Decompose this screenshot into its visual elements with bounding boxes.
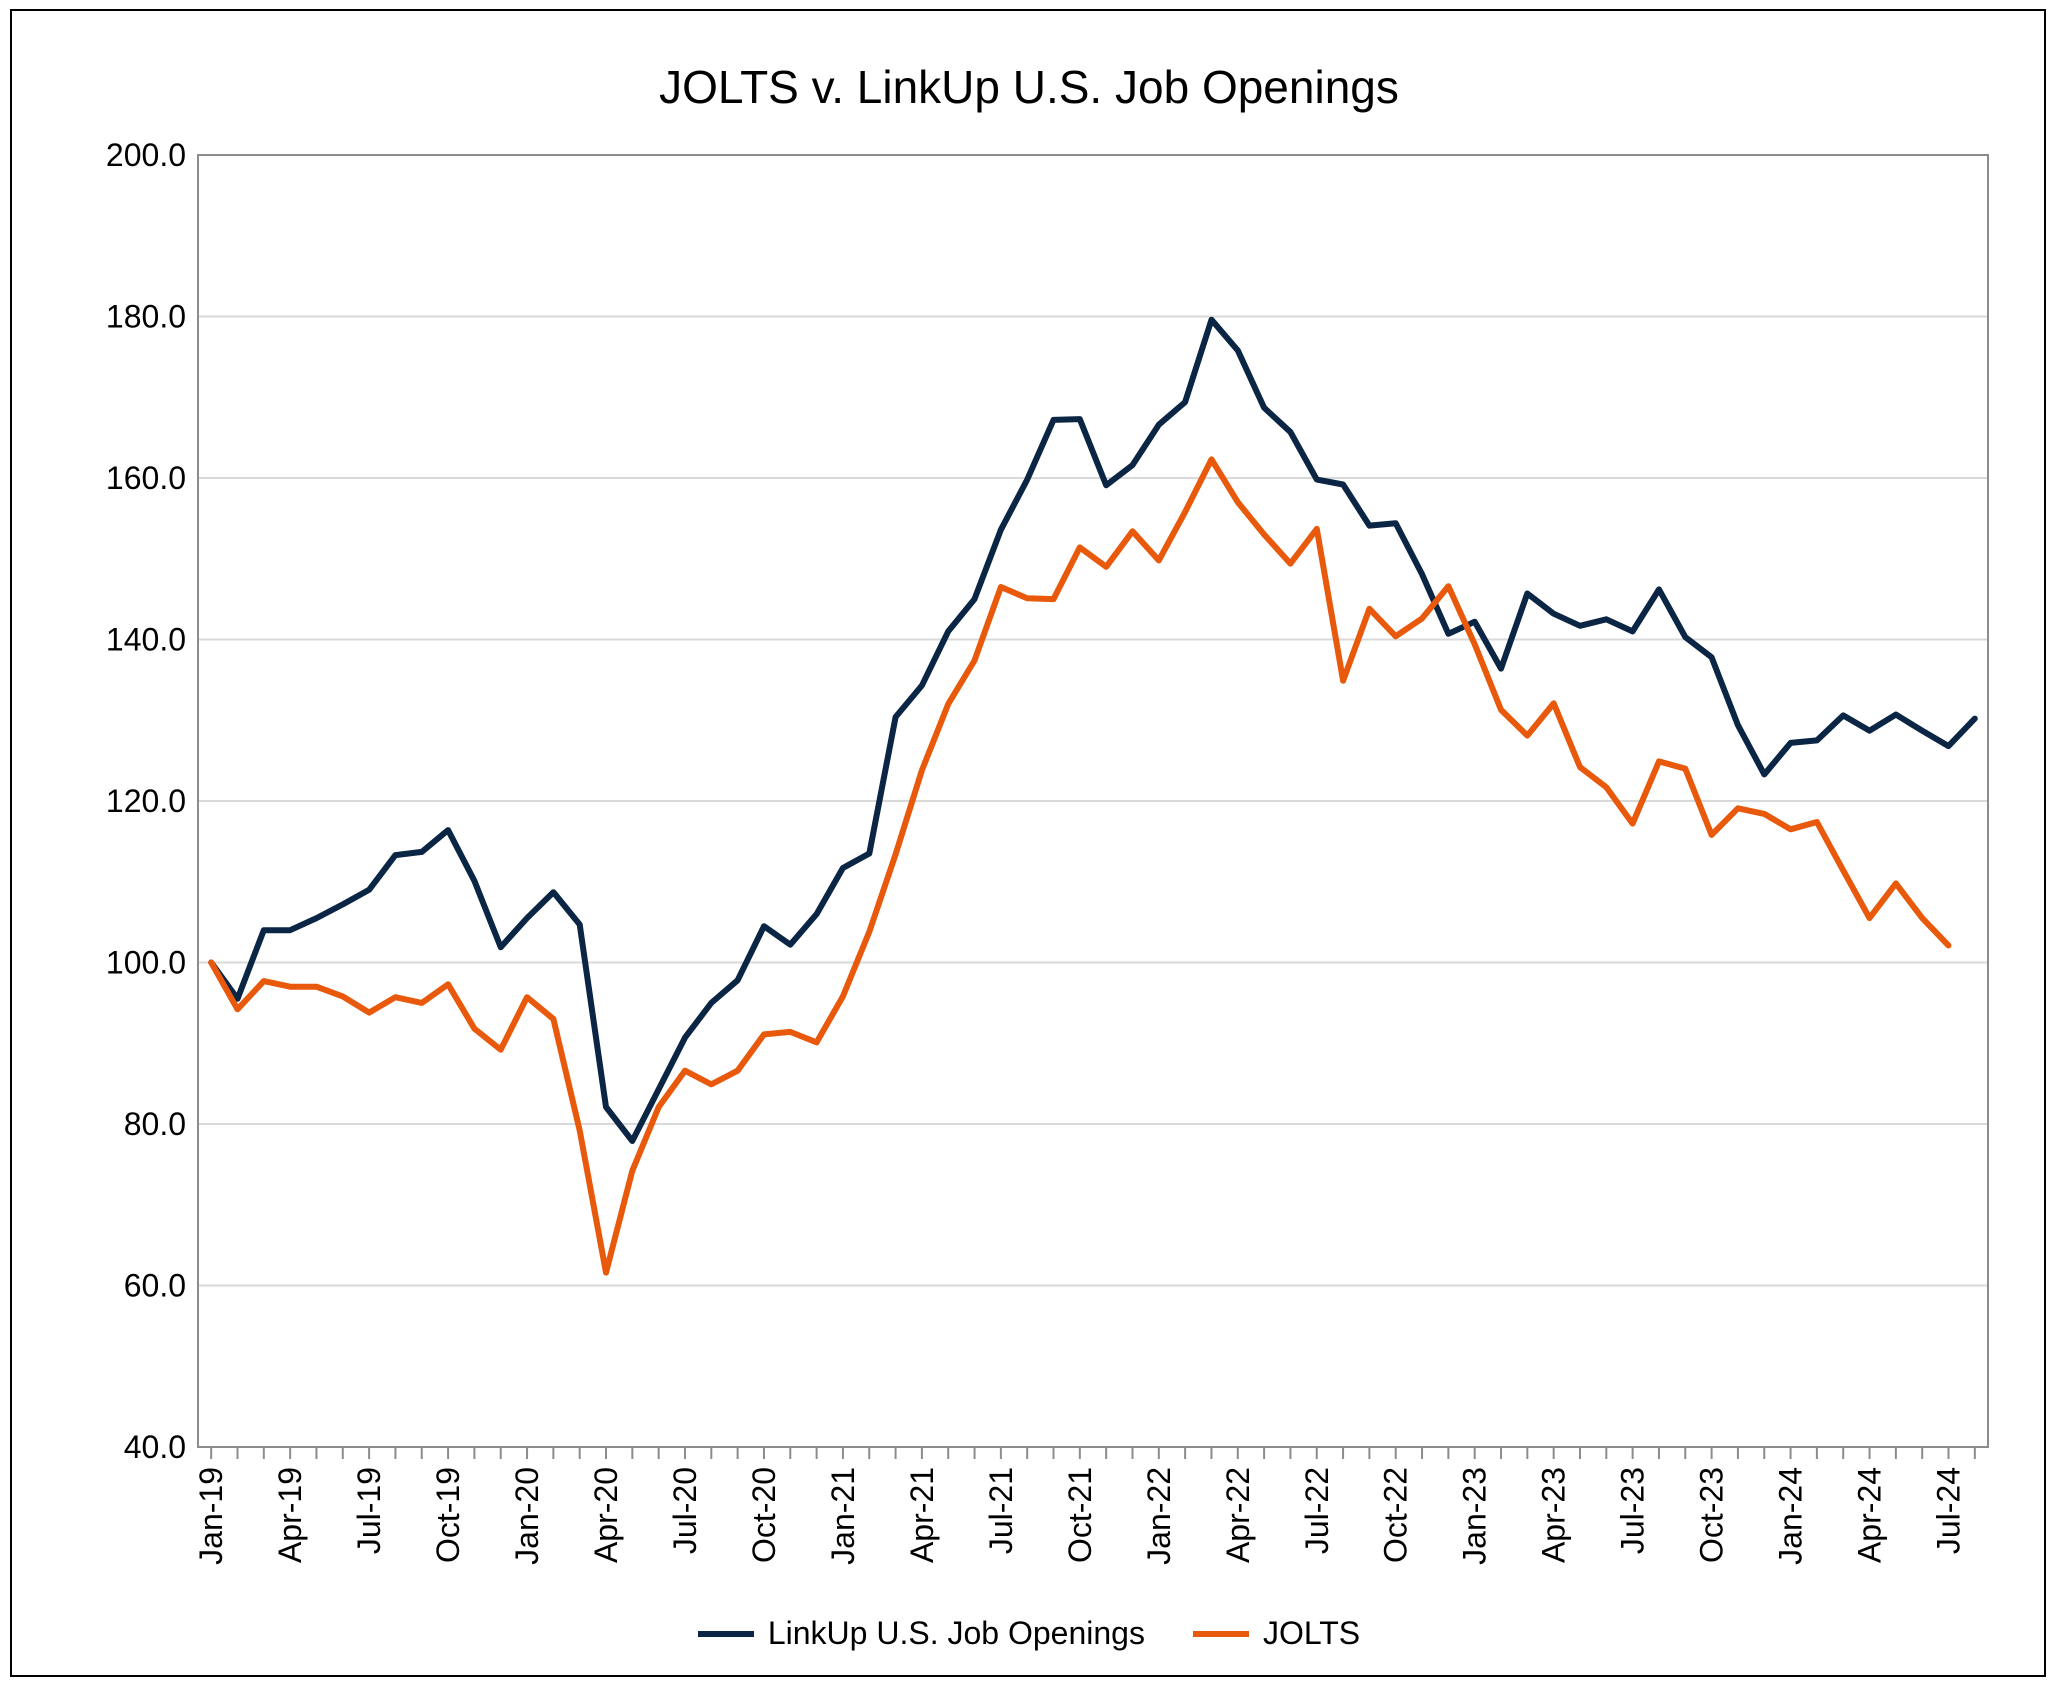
x-tick-label: Oct-21 [1062, 1467, 1098, 1563]
x-tick-label: Jan-19 [193, 1467, 229, 1565]
legend-label-jolts: JOLTS [1262, 1615, 1361, 1651]
x-tick-label: Jan-20 [509, 1467, 545, 1565]
legend-swatch-jolts [1192, 1630, 1249, 1637]
y-tick-label: 120.0 [106, 783, 186, 819]
x-tick-label: Apr-24 [1852, 1467, 1888, 1563]
y-tick-label: 200.0 [106, 137, 186, 173]
x-tick-label: Apr-19 [272, 1467, 308, 1563]
chart-frame [10, 9, 2046, 1677]
series-line-jolts [208, 456, 1952, 1276]
x-tick-label: Apr-22 [1220, 1467, 1256, 1563]
x-tick-label: Jul-22 [1299, 1467, 1335, 1554]
x-tick-label: Jul-20 [667, 1467, 703, 1554]
y-tick-label: 180.0 [106, 299, 186, 335]
x-tick-label: Apr-20 [588, 1467, 624, 1563]
x-tick-label: Oct-20 [746, 1467, 782, 1563]
x-tick-label: Jul-24 [1931, 1467, 1967, 1554]
legend-item-linkup: LinkUp U.S. Job Openings [697, 1615, 1145, 1652]
y-tick-label: 80.0 [124, 1106, 186, 1142]
y-tick-label: 40.0 [124, 1429, 186, 1465]
plot-area-border [197, 154, 1989, 1448]
x-tick-label: Jan-22 [1141, 1467, 1177, 1565]
x-tick-label: Jul-21 [983, 1467, 1019, 1554]
chart-legend: LinkUp U.S. Job Openings JOLTS [0, 1615, 2058, 1652]
legend-swatch-linkup [697, 1630, 754, 1637]
x-tick-label: Oct-19 [430, 1467, 466, 1563]
x-tick-label: Jan-24 [1773, 1467, 1809, 1565]
y-tick-label: 60.0 [124, 1268, 186, 1304]
x-tick-label: Jul-19 [351, 1467, 387, 1554]
series-line-linkup [208, 316, 1978, 1144]
legend-label-linkup: LinkUp U.S. Job Openings [767, 1615, 1145, 1651]
x-tick-label: Apr-21 [904, 1467, 940, 1563]
x-tick-label: Jan-21 [825, 1467, 861, 1565]
chart-title: JOLTS v. LinkUp U.S. Job Openings [659, 61, 1399, 113]
y-tick-label: 140.0 [106, 622, 186, 658]
x-tick-label: Jul-23 [1615, 1467, 1651, 1554]
x-tick-label: Jan-23 [1457, 1467, 1493, 1565]
y-tick-label: 160.0 [106, 460, 186, 496]
y-tick-label: 100.0 [106, 945, 186, 981]
x-tick-label: Apr-23 [1536, 1467, 1572, 1563]
x-tick-label: Oct-22 [1378, 1467, 1414, 1563]
x-tick-label: Oct-23 [1694, 1467, 1730, 1563]
legend-item-jolts: JOLTS [1192, 1615, 1361, 1652]
